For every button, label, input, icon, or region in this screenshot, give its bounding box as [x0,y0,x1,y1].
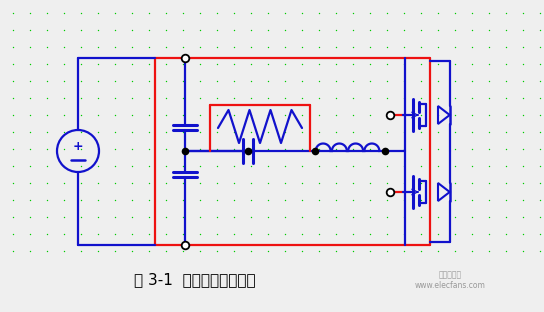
Text: 电子发烧友
www.elecfans.com: 电子发烧友 www.elecfans.com [415,270,485,290]
Text: 图 3-1  单相桥式逆变拓扑: 图 3-1 单相桥式逆变拓扑 [134,272,256,287]
Text: +: + [73,139,83,153]
